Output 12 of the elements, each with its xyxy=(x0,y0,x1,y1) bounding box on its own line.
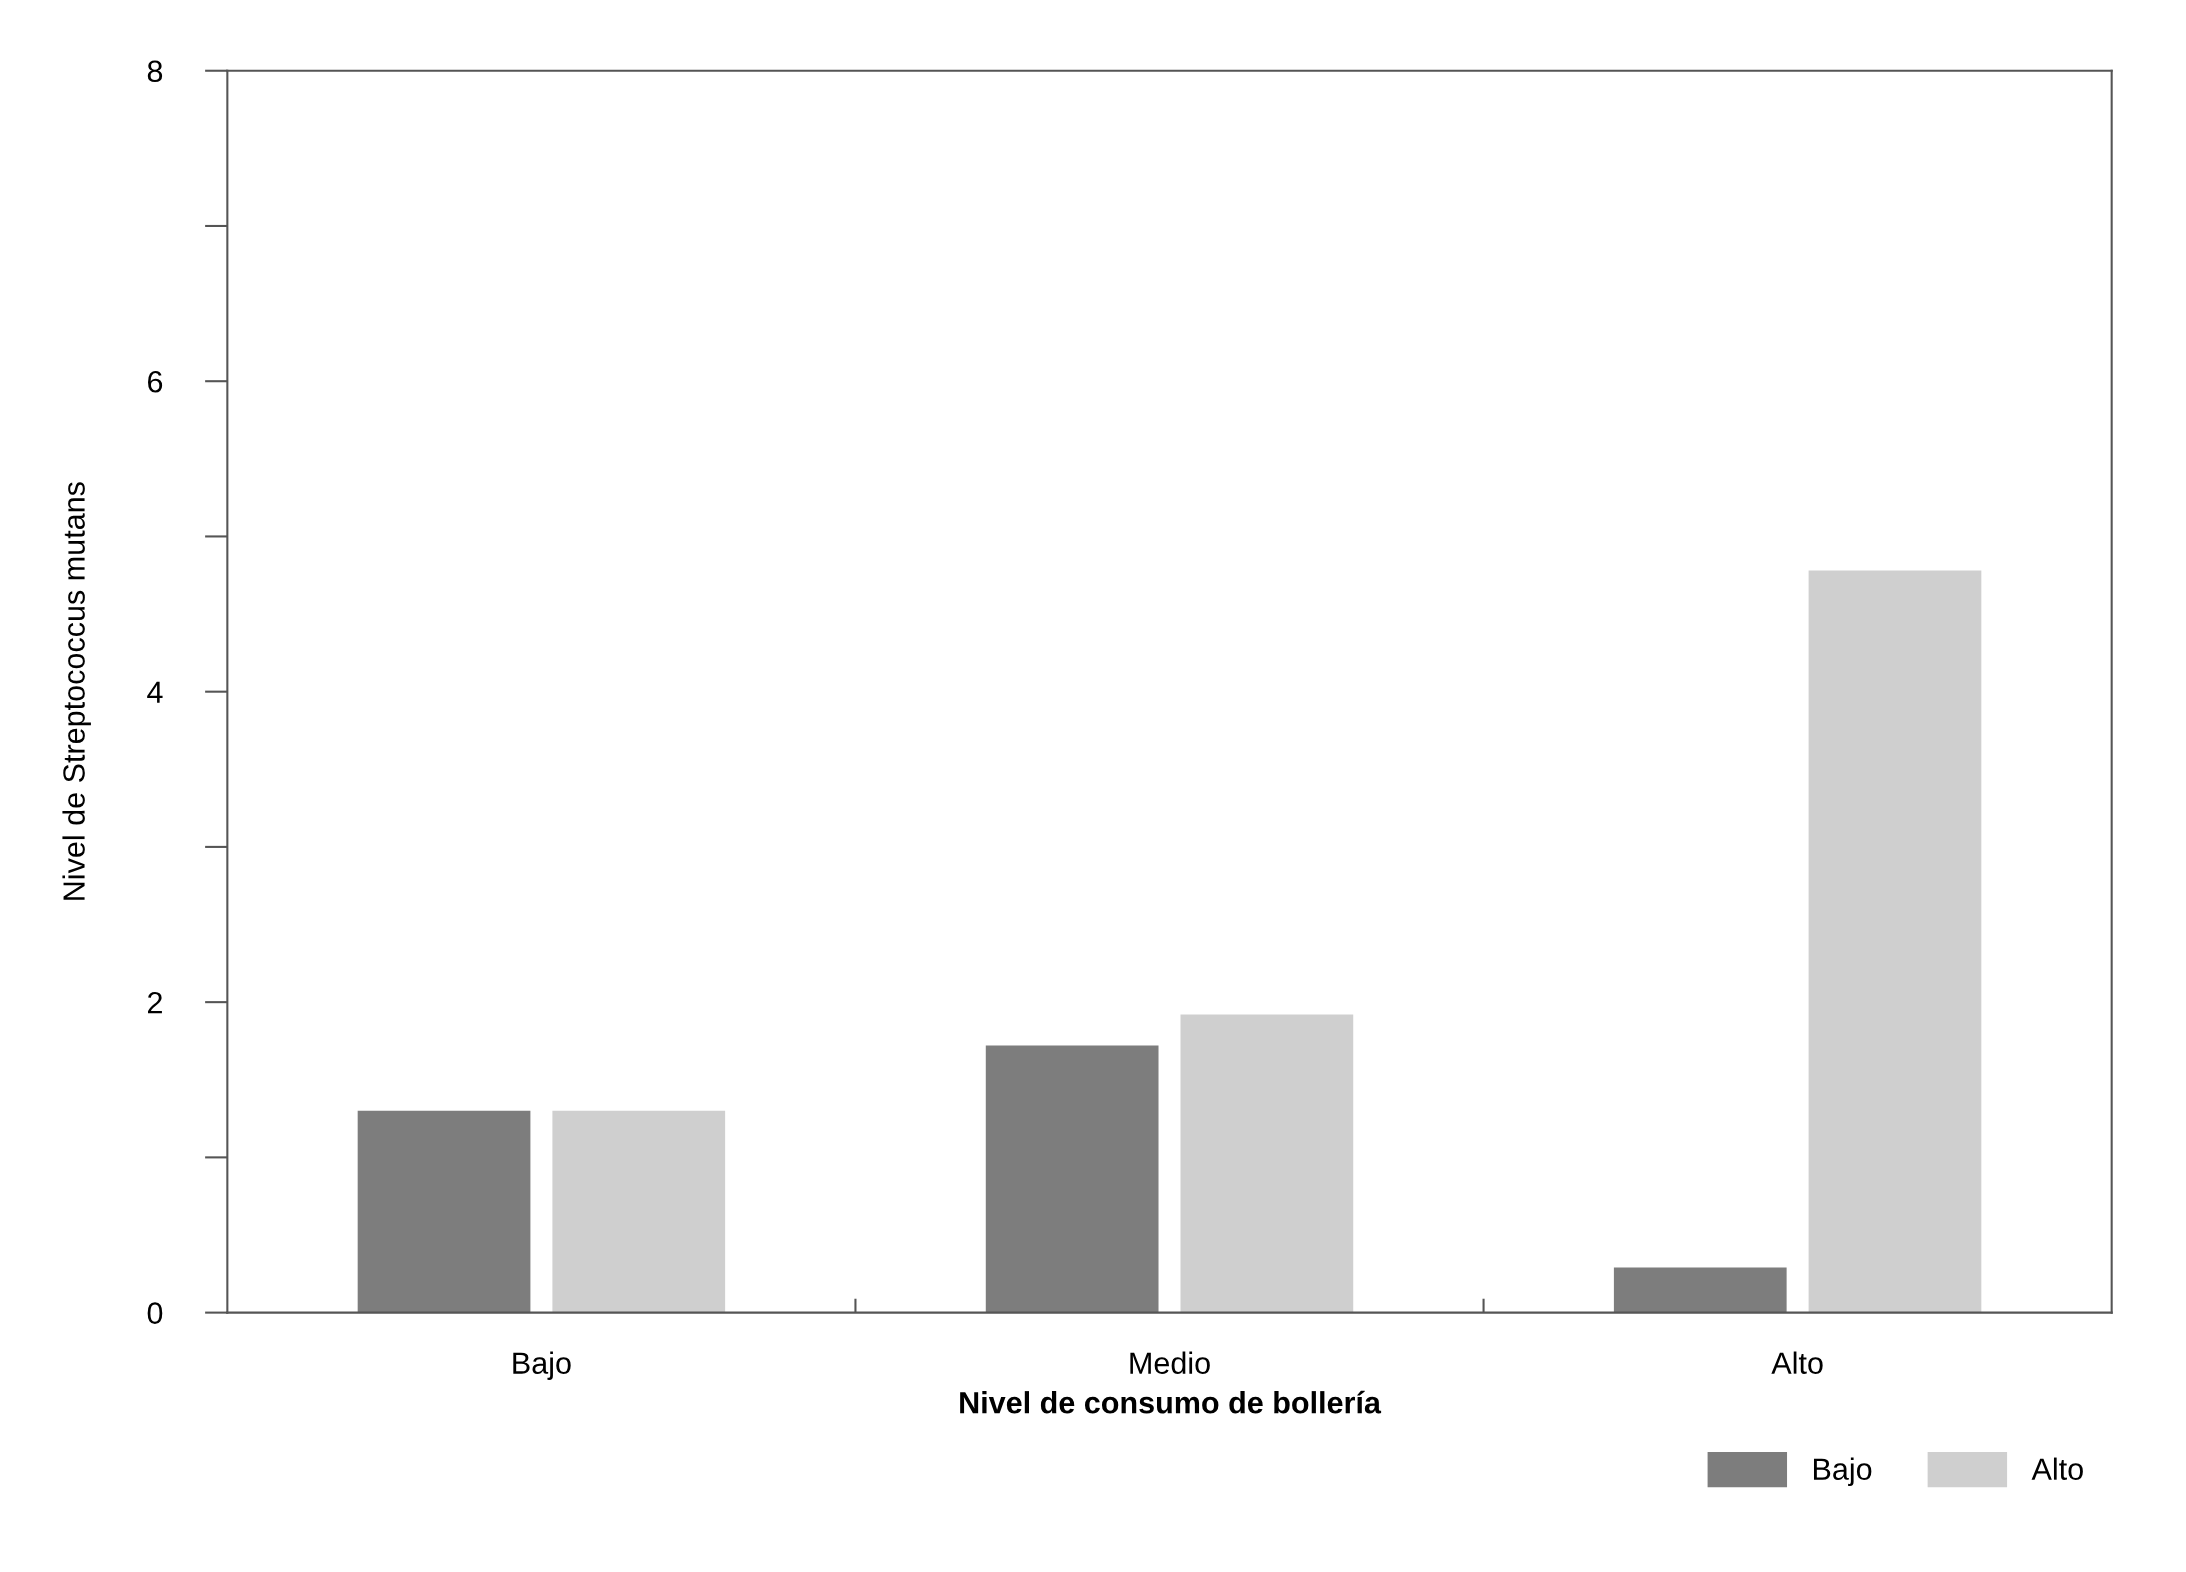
x-tick-label: Medio xyxy=(1130,1351,1210,1374)
x-tick-label: Alto xyxy=(1771,1351,1823,1374)
y-axis-title: Nivel de Streptococcus mutans xyxy=(62,482,91,900)
y-tick-label: 4 xyxy=(147,681,163,703)
y-tick-label: 8 xyxy=(147,60,163,83)
y-tick-label: 2 xyxy=(148,991,162,1014)
y-tick-label: 0 xyxy=(147,1302,163,1324)
legend-label: Bajo xyxy=(1813,1457,1872,1487)
legend-label: Alto xyxy=(2031,1457,2083,1480)
y-tick-label: 6 xyxy=(148,370,163,393)
x-axis-title: Nivel de consumo de bollería xyxy=(960,1390,1382,1414)
x-tick-label: Bajo xyxy=(513,1351,571,1380)
